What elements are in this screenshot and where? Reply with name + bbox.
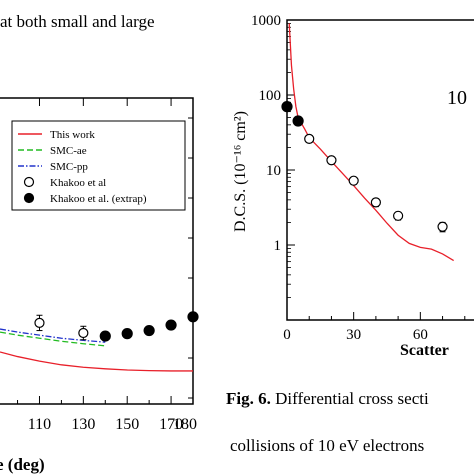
data-point-open <box>393 210 404 221</box>
x-tick-label: 110 <box>28 416 51 433</box>
series-line-this-work <box>288 23 454 262</box>
chart-right-frame <box>286 19 474 321</box>
chart-right-dcs: 1 10 100 1000 0 30 60 10 Scatter D.C.S. (10⁻¹⁶… <box>232 13 474 359</box>
x-tick-label: 170 <box>159 416 183 433</box>
x-tick-label: 130 <box>71 416 95 433</box>
data-point-filled <box>292 115 304 127</box>
data-point-filled <box>99 330 111 342</box>
data-point-filled <box>165 319 177 331</box>
y-tick-label: 1000 <box>251 13 281 29</box>
legend-box <box>11 120 186 211</box>
y-tick-label: 100 <box>259 88 282 104</box>
x-tick-label: 30 <box>346 327 361 343</box>
data-point-open <box>304 133 315 144</box>
data-point-filled <box>187 311 199 323</box>
chart-right-xlabel: Scatter <box>400 342 449 359</box>
legend-label: This work <box>50 129 95 141</box>
chart-right-ticks: 1 10 100 1000 0 30 60 <box>251 13 466 343</box>
data-point-open <box>370 197 381 208</box>
x-edge-tick-label: 180 <box>173 416 197 433</box>
y-tick-label: 10 <box>266 163 281 179</box>
figure-caption-label: Fig. 6. <box>226 389 271 408</box>
figure-caption-line1: Fig. 6. Differential cross secti <box>226 389 429 409</box>
legend-label: SMC-pp <box>50 161 88 173</box>
figure-caption-text: Differential cross secti <box>270 389 429 408</box>
data-point-open <box>34 317 45 329</box>
chart-right-title: 10 <box>447 87 467 109</box>
body-text-top-left: at both small and large <box>0 12 155 31</box>
chart-left-xlabel: e (deg) <box>0 455 45 474</box>
legend-label: Khakoo et al <box>50 177 106 189</box>
data-point-filled <box>281 101 293 113</box>
chart-left-marks <box>0 311 199 372</box>
series-line-this-work <box>0 351 193 372</box>
figure-caption-line2: collisions of 10 eV electrons <box>230 436 425 455</box>
data-point-open <box>437 221 448 232</box>
chart-left-legend: This work SMC-ae SMC-pp Khakoo et al Khakoo … <box>11 120 186 211</box>
chart-right-ylabel: D.C.S. (10⁻¹⁶ cm²) <box>232 111 249 232</box>
x-tick-label: 0 <box>283 327 291 343</box>
legend-label: Khakoo et al. (extrap) <box>50 193 147 205</box>
legend-label: SMC-ae <box>50 145 87 157</box>
legend-marker <box>23 192 35 204</box>
x-tick-label: 150 <box>115 416 139 433</box>
data-point-filled <box>121 328 133 340</box>
y-tick-label: 1 <box>274 238 282 254</box>
chart-right-marks <box>281 23 454 262</box>
data-point-open <box>78 327 89 339</box>
legend-marker <box>23 176 35 188</box>
data-point-open <box>348 175 359 186</box>
series-line-smc-pp <box>0 328 106 343</box>
x-tick-label: 60 <box>413 327 428 343</box>
data-point-open <box>326 155 337 166</box>
series-line-smc-ae <box>0 331 106 347</box>
chart-left-frame <box>0 97 194 405</box>
data-point-filled <box>143 324 155 337</box>
